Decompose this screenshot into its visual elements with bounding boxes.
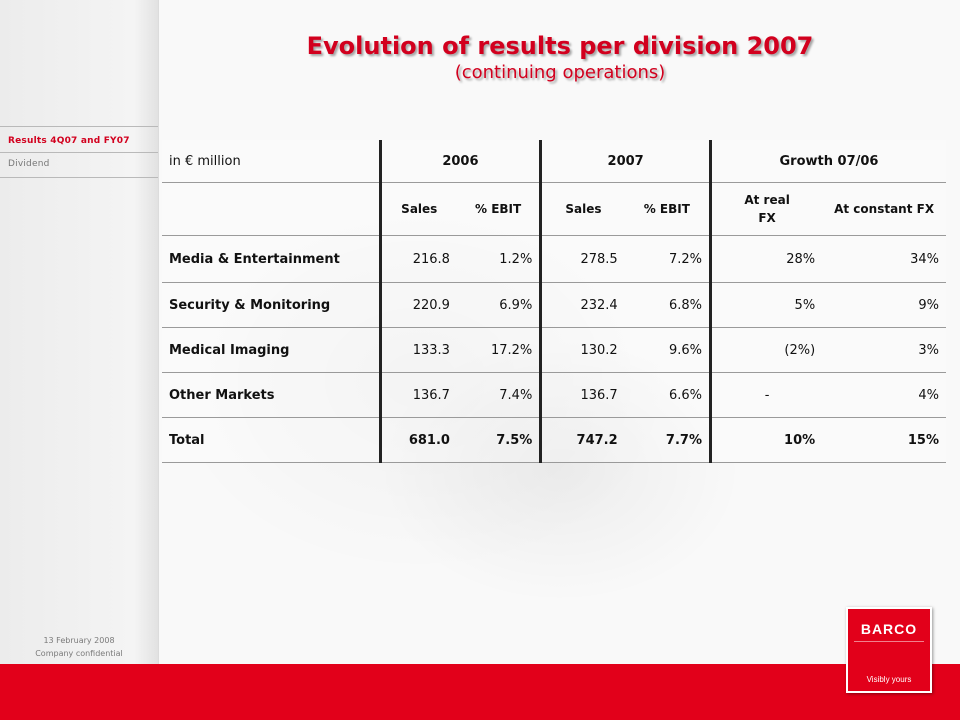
row-growth-real: 28%	[708, 235, 823, 283]
row-division: Other Markets	[162, 372, 381, 418]
row-division: Medical Imaging	[162, 327, 381, 373]
row-growth-constant: 9%	[822, 282, 946, 328]
subheader-constant-fx: At constant FX	[822, 182, 946, 236]
logo-wordmark: BARCO	[860, 621, 918, 637]
row-sales-2006: 220.9	[378, 282, 457, 328]
footer-text: 13 February 2008 Company confidential	[0, 634, 158, 660]
row-ebit-2006: 7.5%	[456, 417, 541, 463]
row-growth-constant: 4%	[822, 372, 946, 418]
table-row: Media & Entertainment 216.8 1.2% 278.5 7…	[162, 235, 946, 283]
slide-title-main: Evolution of results per division 2007	[306, 32, 814, 60]
row-growth-real: (2%)	[708, 327, 823, 373]
subheader-ebit-2006: % EBIT	[456, 182, 541, 236]
sidebar-divider	[0, 152, 158, 153]
header-year-2007: 2007	[539, 140, 711, 183]
confidentiality-note: Company confidential	[35, 649, 123, 658]
table-row-total: Total 681.0 7.5% 747.2 7.7% 10% 15%	[162, 417, 946, 463]
row-growth-constant: 15%	[822, 417, 946, 463]
row-ebit-2006: 7.4%	[456, 372, 541, 418]
row-ebit-2007: 7.7%	[624, 417, 711, 463]
table-row: Medical Imaging 133.3 17.2% 130.2 9.6% (…	[162, 327, 946, 373]
header-growth: Growth 07/06	[708, 140, 946, 183]
row-sales-2006: 681.0	[378, 417, 457, 463]
subheader-ebit-2007: % EBIT	[624, 182, 711, 236]
sidebar: Results 4Q07 and FY07 Dividend 13 Februa…	[0, 0, 159, 664]
logo-divider	[854, 641, 924, 642]
row-sales-2006: 216.8	[378, 235, 457, 283]
row-division: Media & Entertainment	[162, 235, 381, 283]
row-sales-2007: 232.4	[539, 282, 625, 328]
results-table: in € million 2006 2007 Growth 07/06 Sale…	[162, 140, 946, 463]
row-sales-2007: 130.2	[539, 327, 625, 373]
subheader-sales-2006: Sales	[378, 182, 457, 236]
table-subheader-row: Sales % EBIT Sales % EBIT At real FX At …	[162, 182, 946, 236]
row-sales-2007: 136.7	[539, 372, 625, 418]
header-year-2006: 2006	[378, 140, 541, 183]
row-ebit-2007: 9.6%	[624, 327, 711, 373]
row-ebit-2006: 6.9%	[456, 282, 541, 328]
row-ebit-2007: 6.8%	[624, 282, 711, 328]
sidebar-divider	[0, 126, 158, 127]
row-ebit-2006: 1.2%	[456, 235, 541, 283]
table-row: Security & Monitoring 220.9 6.9% 232.4 6…	[162, 282, 946, 328]
slide-title: Evolution of results per division 2007 (…	[160, 32, 960, 83]
row-ebit-2007: 7.2%	[624, 235, 711, 283]
sidebar-item-dividend[interactable]: Dividend	[8, 159, 50, 169]
sidebar-item-results[interactable]: Results 4Q07 and FY07	[8, 136, 130, 146]
slide-title-sub: (continuing operations)	[454, 62, 666, 83]
row-division: Security & Monitoring	[162, 282, 381, 328]
row-sales-2007: 278.5	[539, 235, 625, 283]
subheader-empty	[162, 182, 381, 236]
barco-logo: BARCO Visibly yours	[846, 607, 932, 693]
sidebar-divider	[0, 177, 158, 178]
row-division: Total	[162, 417, 381, 463]
table-row: Other Markets 136.7 7.4% 136.7 6.6% - 4%	[162, 372, 946, 418]
table-header-row: in € million 2006 2007 Growth 07/06	[162, 140, 946, 183]
subheader-sales-2007: Sales	[539, 182, 625, 236]
unit-label: in € million	[162, 140, 381, 183]
row-sales-2006: 133.3	[378, 327, 457, 373]
row-growth-constant: 3%	[822, 327, 946, 373]
row-growth-constant: 34%	[822, 235, 946, 283]
row-growth-real: 10%	[708, 417, 823, 463]
logo-tagline: Visibly yours	[866, 675, 912, 684]
row-sales-2007: 747.2	[539, 417, 625, 463]
footer-red-bar	[0, 664, 960, 720]
subheader-real-fx: At real FX	[708, 182, 823, 236]
subheader-real-fx-line2: FX	[758, 211, 776, 225]
row-sales-2006: 136.7	[378, 372, 457, 418]
row-growth-real: 5%	[708, 282, 823, 328]
row-growth-real: -	[708, 372, 823, 418]
presentation-date: 13 February 2008	[43, 636, 115, 645]
row-ebit-2007: 6.6%	[624, 372, 711, 418]
row-ebit-2006: 17.2%	[456, 327, 541, 373]
subheader-real-fx-line1: At real	[744, 193, 790, 207]
